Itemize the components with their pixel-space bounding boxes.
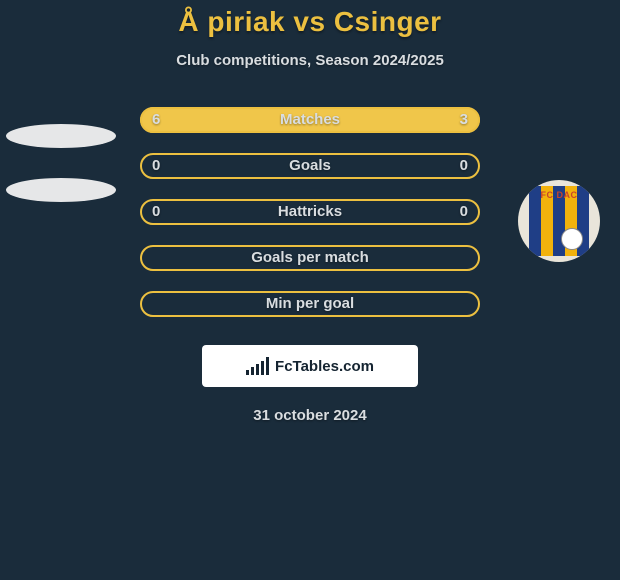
attribution-bar bbox=[251, 367, 254, 375]
stat-bar-track bbox=[140, 245, 480, 271]
stat-row: Min per goal bbox=[0, 281, 620, 327]
stat-row: Hattricks00 bbox=[0, 189, 620, 235]
attribution-bars-icon bbox=[246, 357, 269, 375]
stat-bar-left-fill bbox=[140, 107, 367, 133]
attribution-bar bbox=[266, 357, 269, 375]
page-subtitle: Club competitions, Season 2024/2025 bbox=[0, 52, 620, 69]
attribution-bar bbox=[256, 364, 259, 375]
stat-value-right: 0 bbox=[460, 199, 468, 225]
attribution-badge: FcTables.com bbox=[202, 345, 418, 387]
stat-value-left: 6 bbox=[152, 107, 160, 133]
attribution-text: FcTables.com bbox=[275, 358, 374, 375]
stat-rows: Matches63Goals00Hattricks00Goals per mat… bbox=[0, 97, 620, 327]
attribution-bar bbox=[261, 361, 264, 375]
stat-value-left: 0 bbox=[152, 153, 160, 179]
stat-bar-track bbox=[140, 107, 480, 133]
stat-bar-track bbox=[140, 199, 480, 225]
stat-bar-track bbox=[140, 291, 480, 317]
stat-row: Goals00 bbox=[0, 143, 620, 189]
snapshot-date: 31 october 2024 bbox=[0, 407, 620, 424]
stat-value-left: 0 bbox=[152, 199, 160, 225]
attribution-bar bbox=[246, 370, 249, 375]
stat-row: Matches63 bbox=[0, 97, 620, 143]
stat-value-right: 3 bbox=[460, 107, 468, 133]
stat-bar-track bbox=[140, 153, 480, 179]
stat-value-right: 0 bbox=[460, 153, 468, 179]
stat-row: Goals per match bbox=[0, 235, 620, 281]
comparison-infographic: Å piriak vs Csinger Club competitions, S… bbox=[0, 0, 620, 580]
page-title: Å piriak vs Csinger bbox=[0, 0, 620, 38]
